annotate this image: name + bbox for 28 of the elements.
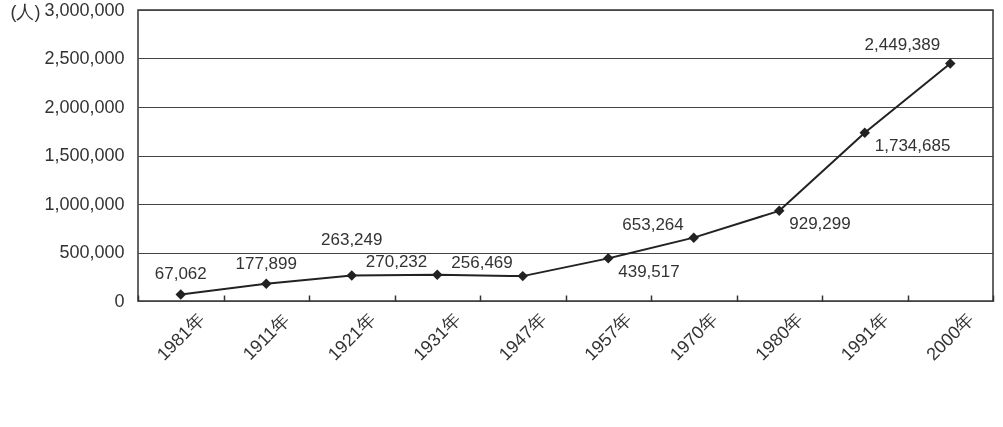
y-tick-label: 2,500,000 bbox=[44, 48, 125, 68]
data-label: 1,734,685 bbox=[874, 135, 951, 155]
point bbox=[261, 278, 272, 289]
data-label: 177,899 bbox=[235, 253, 297, 273]
y-tick-label: 3,000,000 bbox=[44, 0, 125, 20]
data-label: 439,517 bbox=[618, 261, 680, 281]
data-label: 929,299 bbox=[789, 214, 851, 234]
point bbox=[346, 270, 357, 281]
y-tick-label: 2,000,000 bbox=[44, 96, 125, 117]
point bbox=[774, 205, 785, 217]
y-tick-label: 500,000 bbox=[59, 242, 125, 262]
y-tick-label: 1,000,000 bbox=[44, 193, 125, 214]
point bbox=[688, 232, 699, 243]
y-axis-title: (人) bbox=[10, 1, 41, 22]
data-label: 2,449,389 bbox=[864, 35, 941, 55]
data-label: 270,232 bbox=[365, 251, 428, 271]
point bbox=[859, 127, 870, 138]
data-label: 67,062 bbox=[154, 264, 207, 284]
data-label: 256,469 bbox=[451, 253, 513, 273]
point bbox=[603, 253, 614, 264]
point bbox=[945, 58, 956, 69]
y-tick-label: 0 bbox=[114, 290, 125, 311]
data-label: 653,264 bbox=[622, 214, 684, 234]
point bbox=[517, 270, 528, 282]
data-label: 263,249 bbox=[321, 230, 383, 250]
point bbox=[432, 269, 443, 281]
point bbox=[175, 289, 186, 300]
y-tick-label: 1,500,000 bbox=[44, 145, 125, 165]
